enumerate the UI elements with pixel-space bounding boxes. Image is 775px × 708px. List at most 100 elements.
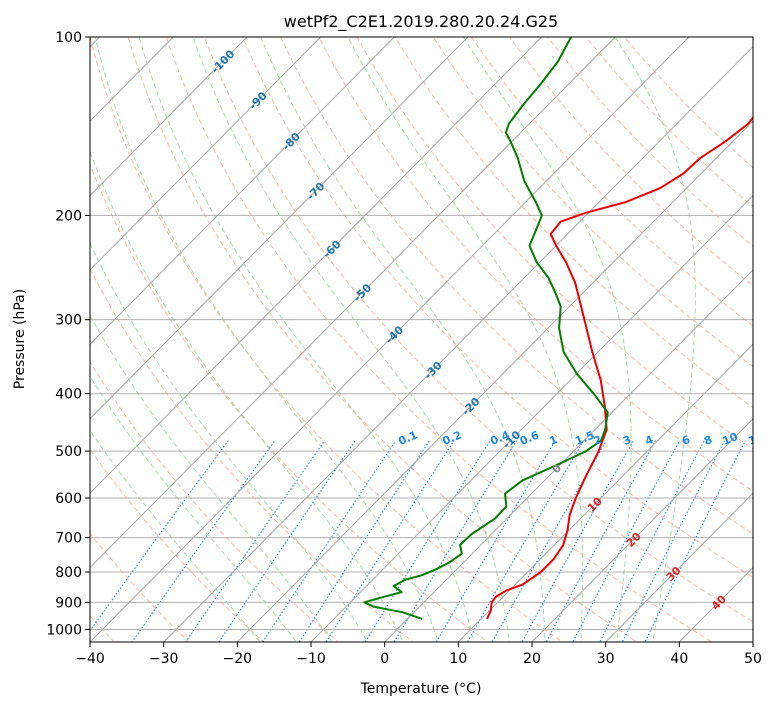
mixing-ratio-label: 8 (702, 433, 714, 448)
isotherm-line (236, 120, 753, 642)
x-tick-label: −10 (296, 651, 326, 667)
dewpoint-profile-line (363, 37, 609, 620)
x-tick-label: 10 (449, 651, 467, 667)
mixing-ratio-line (521, 440, 635, 642)
mixing-ratio-line (393, 440, 518, 642)
isotherm-line (90, 37, 542, 494)
plot-area: -100-90-80-70-60-50-40-30-20-10010203040… (90, 37, 775, 642)
dry-adiabat-line (165, 37, 713, 642)
mixing-ratio-label: 2 (592, 433, 604, 448)
mixing-ratio-label: 6 (680, 433, 692, 448)
dry-adiabat-line (318, 37, 753, 492)
y-tick-label: 400 (55, 387, 82, 403)
y-axis: 100 200 300 400 500 600 700 800 900 1000 (46, 30, 90, 638)
isotherm-line (605, 492, 753, 642)
isotherm-line (678, 566, 753, 642)
mixing-ratio-label: 0.6 (518, 428, 541, 447)
dry-adiabat-line (90, 163, 489, 642)
moist-adiabat-line (90, 429, 261, 642)
moist-adiabat-line (138, 37, 475, 642)
mixing-ratio-label: 16 (768, 430, 775, 448)
dry-adiabat-line (585, 37, 753, 208)
mixing-ratio-line (491, 440, 607, 642)
x-tick-label: 50 (744, 651, 762, 667)
x-axis-title: Temperature (°C) (360, 681, 482, 697)
y-tick-label: 1000 (46, 622, 82, 638)
mixing-ratio-labels: 0.10.20.40.611.52346810131620253036 (396, 428, 775, 448)
x-tick-label: 20 (523, 651, 541, 667)
dry-adiabat-line (90, 267, 414, 642)
x-axis: −40 −30 −20 −10 0 10 20 30 40 50 (75, 642, 762, 667)
x-tick-label: −20 (223, 651, 253, 667)
mixing-ratio-line (545, 440, 657, 642)
dry-adiabats (90, 37, 753, 642)
mixing-ratio-line (262, 440, 397, 642)
x-tick-label: −40 (75, 651, 105, 667)
dry-adiabat-line (90, 360, 340, 642)
dry-adiabat-line (394, 37, 753, 409)
plot-frame (89, 36, 754, 643)
isotherm-line (90, 37, 616, 569)
moist-adiabat-line (90, 150, 404, 642)
isobar-gridlines (90, 37, 753, 630)
y-tick-label: 100 (55, 30, 82, 46)
mixing-ratio-line (599, 440, 705, 642)
isotherm-line (90, 37, 469, 420)
y-tick-label: 900 (55, 595, 82, 611)
mixing-ratio-line (131, 440, 276, 642)
isotherm-line (90, 37, 248, 197)
y-tick-label: 800 (55, 565, 82, 581)
isotherm-line (163, 46, 753, 642)
y-tick-label: 500 (55, 444, 82, 460)
moist-adiabat-line (90, 314, 333, 642)
mixing-ratio-line (325, 440, 455, 642)
moist-adiabat-line (260, 37, 546, 642)
mixing-ratio-label: 0.1 (396, 429, 419, 448)
mixing-ratio-line (435, 440, 556, 642)
dry-adiabat-line (547, 37, 753, 247)
isotherm-line (384, 269, 753, 642)
dry-adiabat-line (90, 532, 190, 642)
y-tick-label: 600 (55, 491, 82, 507)
dry-adiabat-line (432, 37, 753, 368)
mixing-ratio-label: 4 (643, 433, 655, 448)
mixing-ratio-lines (90, 440, 746, 642)
mixing-ratio-line (298, 440, 430, 642)
sounding-profiles (363, 37, 753, 620)
dry-adiabat-line (470, 37, 753, 327)
dry-adiabat-line (127, 37, 638, 642)
moist-adiabat-line (90, 241, 369, 642)
moist-adiabat-line (192, 37, 510, 642)
mixing-ratio-label: 3 (621, 433, 633, 448)
mixing-ratio-label: 10 (721, 430, 740, 448)
x-tick-label: 30 (597, 651, 615, 667)
moist-adiabat-line (462, 37, 632, 642)
isotherm-line (90, 37, 690, 642)
mixing-ratio-label: 0.2 (441, 429, 464, 448)
mixing-ratio-line (572, 440, 681, 642)
dry-adiabat-line (203, 37, 753, 623)
isotherm-label: -100 (209, 47, 238, 76)
chart-title: wetPf2_C2E1.2019.280.20.24.G25 (284, 12, 558, 32)
y-tick-label: 200 (55, 208, 82, 224)
x-tick-label: 0 (380, 651, 389, 667)
isotherm-line (752, 641, 753, 642)
dry-adiabat-line (90, 37, 564, 642)
isotherm-line (531, 418, 753, 642)
moist-adiabat-line (614, 37, 696, 642)
moist-adiabat-line (90, 375, 297, 642)
isotherm-line (90, 37, 321, 271)
y-tick-label: 300 (55, 313, 82, 329)
y-axis-title: Pressure (hPa) (12, 289, 28, 389)
mixing-ratio-line (218, 440, 356, 642)
mixing-ratio-label: 13 (746, 430, 765, 448)
isotherm-gridlines (90, 37, 753, 642)
dry-adiabat-line (90, 448, 265, 642)
dry-adiabat-line (280, 37, 753, 535)
dry-adiabat-line (623, 37, 753, 169)
x-tick-label: −30 (149, 651, 179, 667)
y-tick-label: 700 (55, 531, 82, 547)
dry-adiabat-line (242, 37, 753, 579)
mixing-ratio-line (364, 440, 491, 642)
